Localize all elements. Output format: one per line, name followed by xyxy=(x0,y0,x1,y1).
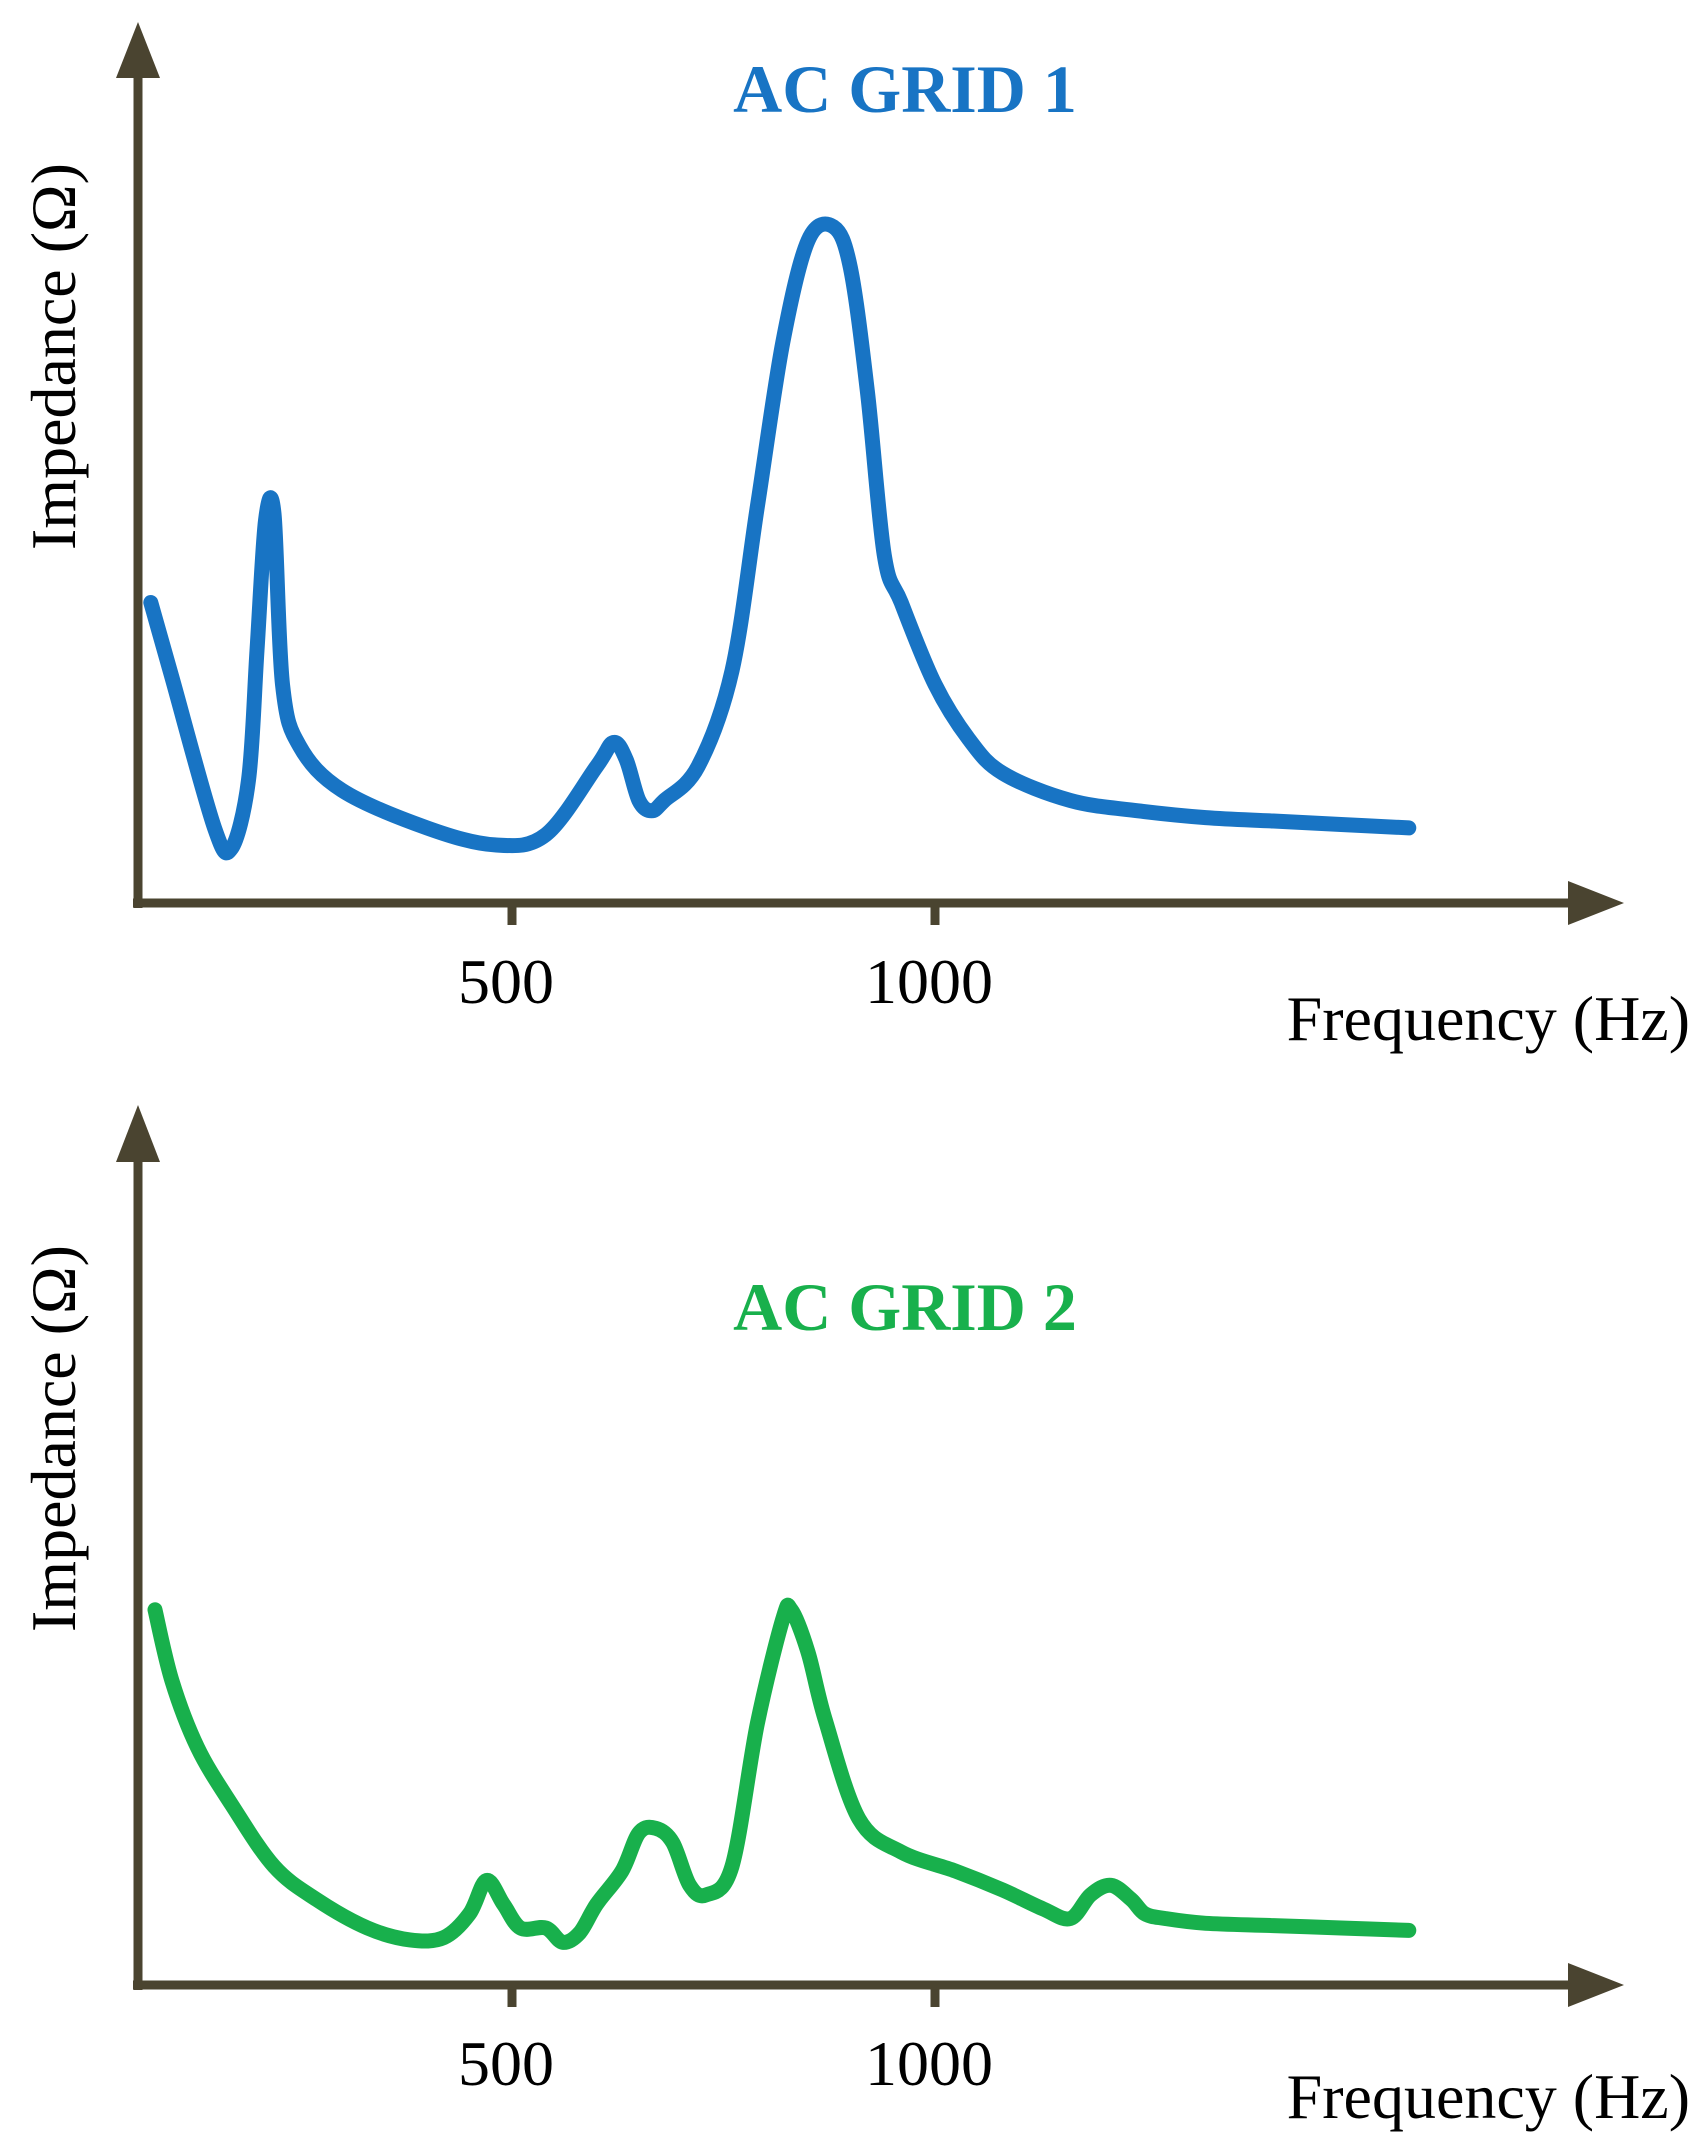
chart1-x-axis-label: Frequency (Hz) xyxy=(1287,983,1690,1054)
chart1-x-tick-label-500: 500 xyxy=(458,946,554,1017)
chart1-y-axis-arrow xyxy=(116,22,160,78)
chart-ac-grid-1: 500 1000 AC GRID 1 Frequency (Hz) Impedan… xyxy=(18,22,1690,1054)
chart2-x-tick-label-500: 500 xyxy=(458,2028,554,2099)
chart2-x-axis-label: Frequency (Hz) xyxy=(1287,2061,1690,2132)
chart2-series-line xyxy=(147,1597,1417,1950)
chart2-x-axis-arrow xyxy=(1568,1963,1624,2007)
chart1-x-axis-arrow xyxy=(1568,881,1624,925)
chart2-y-axis-arrow xyxy=(116,1105,160,1162)
chart2-y-axis-label: Impedance (Ω) xyxy=(18,1245,89,1632)
chart-ac-grid-2: 500 1000 AC GRID 2 Frequency (Hz) Impedan… xyxy=(18,1105,1690,2132)
chart1-x-tick-label-1000: 1000 xyxy=(865,946,993,1017)
chart2-x-tick-label-1000: 1000 xyxy=(865,2028,993,2099)
chart2-title: AC GRID 2 xyxy=(733,1269,1077,1345)
chart1-series-line xyxy=(143,216,1417,861)
chart1-title: AC GRID 1 xyxy=(733,51,1077,127)
chart1-y-axis-label: Impedance (Ω) xyxy=(18,163,89,550)
